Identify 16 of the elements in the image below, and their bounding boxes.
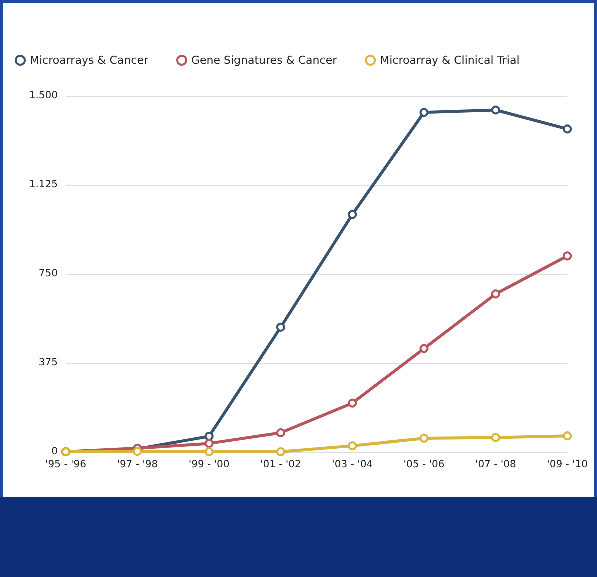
x-tick-label: '05 - '06 (404, 460, 445, 470)
x-tick-label: '07 - '08 (475, 460, 516, 470)
x-tick-label: '03 - '04 (332, 460, 374, 470)
y-tick-label: 1.500 (29, 90, 58, 102)
y-tick-label: 375 (38, 358, 58, 368)
x-tick-label: '97 - '98 (117, 460, 158, 470)
x-tick-label: '99 - '00 (188, 460, 230, 470)
legend-label: Microarrays & Cancer (30, 54, 149, 67)
x-tick-label: '95 - '96 (46, 460, 86, 470)
x-tick-label: '01 - '02 (260, 460, 302, 470)
legend-label: Microarray & Clinical Trial (380, 54, 520, 67)
y-tick-label: 1.125 (29, 180, 58, 190)
legend-label: Gene Signatures & Cancer (191, 54, 338, 67)
y-tick-label: 0 (52, 446, 58, 458)
y-tick-label: 750 (38, 268, 58, 280)
x-tick-label: '09 - '10 (547, 460, 588, 470)
